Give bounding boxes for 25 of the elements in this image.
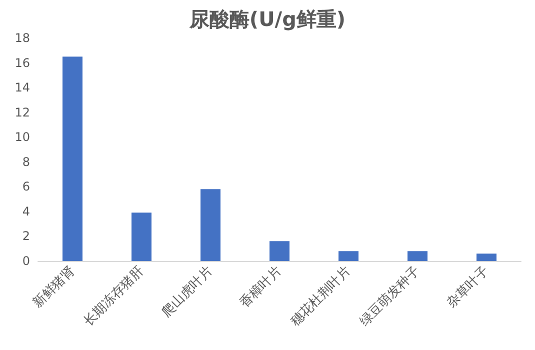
y-tick-label: 16	[14, 56, 30, 70]
x-tick-label: 绿豆萌发种子	[357, 264, 423, 330]
x-tick-label: 新鲜猪肾	[30, 264, 78, 312]
x-tick-label: 长期冻存猪肝	[81, 264, 147, 330]
y-tick-label: 14	[14, 80, 30, 95]
bar	[200, 189, 220, 261]
y-tick-label: 18	[14, 31, 30, 45]
bar	[338, 251, 358, 261]
y-tick-label: 4	[22, 204, 30, 218]
x-tick-label: 穗花杜荆叶片	[288, 264, 354, 330]
bar	[270, 241, 290, 261]
bar	[132, 212, 152, 261]
bar	[476, 254, 496, 261]
x-tick-label: 香樟叶片	[236, 262, 285, 312]
y-tick-label: 2	[22, 229, 30, 244]
y-tick-label: 0	[22, 254, 30, 268]
chart-title: 尿酸酶(U/g鲜重)	[188, 7, 346, 31]
y-tick-label: 8	[22, 154, 30, 169]
bar	[62, 56, 82, 261]
y-tick-label: 12	[14, 105, 30, 120]
y-tick-label: 6	[22, 180, 30, 194]
bar	[408, 251, 428, 261]
y-tick-label: 10	[14, 130, 30, 144]
x-tick-label: 爬山虎叶片	[159, 264, 216, 320]
x-tick-label: 杂草叶子	[444, 264, 492, 312]
